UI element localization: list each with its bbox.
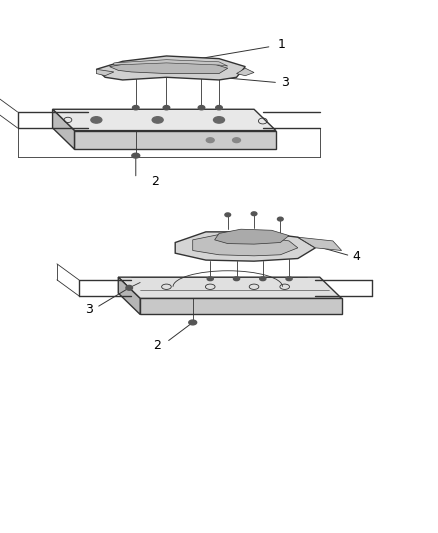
Ellipse shape (225, 213, 231, 217)
Polygon shape (118, 277, 342, 298)
Text: 1: 1 (278, 38, 286, 51)
Ellipse shape (132, 106, 139, 110)
Ellipse shape (260, 277, 266, 280)
Polygon shape (53, 109, 74, 149)
Ellipse shape (233, 138, 240, 143)
Polygon shape (118, 277, 140, 314)
Ellipse shape (163, 106, 170, 110)
Ellipse shape (286, 277, 292, 280)
Ellipse shape (152, 117, 163, 123)
Polygon shape (53, 109, 276, 131)
Polygon shape (110, 61, 228, 74)
Text: 2: 2 (153, 339, 161, 352)
Ellipse shape (278, 217, 283, 221)
Polygon shape (193, 235, 298, 256)
Polygon shape (175, 232, 315, 261)
Ellipse shape (189, 320, 197, 325)
Ellipse shape (207, 277, 213, 280)
Polygon shape (140, 298, 342, 314)
Polygon shape (298, 237, 342, 251)
Polygon shape (114, 60, 228, 66)
Polygon shape (215, 229, 289, 244)
Polygon shape (96, 56, 245, 80)
Text: 3: 3 (281, 76, 289, 89)
Ellipse shape (206, 138, 214, 143)
Ellipse shape (91, 117, 102, 123)
Polygon shape (237, 68, 254, 76)
Ellipse shape (251, 212, 257, 215)
Text: 4: 4 (353, 251, 360, 263)
Ellipse shape (215, 106, 222, 110)
Text: 2: 2 (151, 175, 159, 188)
Ellipse shape (126, 286, 132, 290)
Ellipse shape (198, 106, 205, 110)
Ellipse shape (233, 277, 240, 280)
Ellipse shape (214, 117, 224, 123)
Polygon shape (74, 131, 276, 149)
Polygon shape (96, 69, 114, 76)
Ellipse shape (132, 154, 140, 158)
Text: 3: 3 (85, 303, 93, 316)
